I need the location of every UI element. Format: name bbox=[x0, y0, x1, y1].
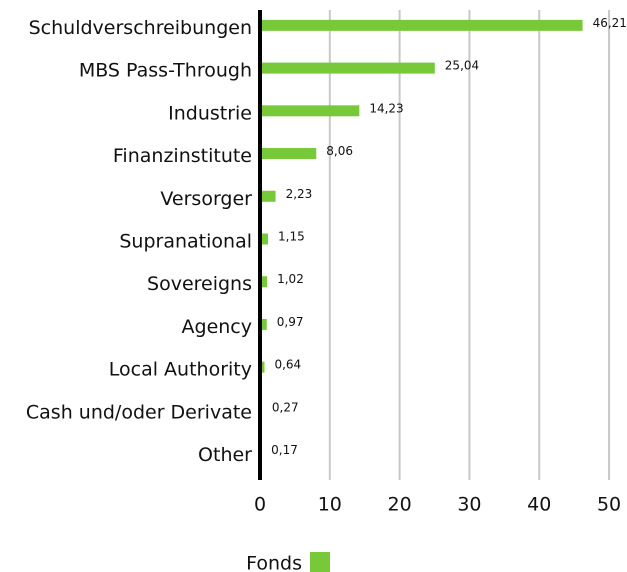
legend-label: Fonds bbox=[246, 553, 302, 572]
y-tick-label: Industrie bbox=[168, 102, 252, 124]
bar bbox=[260, 62, 435, 74]
value-label: 0,64 bbox=[274, 358, 301, 372]
value-label: 0,97 bbox=[277, 315, 304, 329]
bar bbox=[260, 276, 268, 288]
bar bbox=[260, 148, 317, 160]
value-label: 25,04 bbox=[445, 59, 479, 73]
y-tick-label: Versorger bbox=[160, 188, 252, 210]
y-tick-label: Sovereigns bbox=[147, 273, 252, 295]
value-label: 2,23 bbox=[286, 187, 313, 201]
bar bbox=[260, 361, 265, 373]
bar bbox=[260, 105, 360, 117]
bar bbox=[260, 19, 583, 31]
value-label: 0,17 bbox=[271, 443, 298, 457]
value-label: 14,23 bbox=[369, 101, 403, 115]
y-tick-label: Other bbox=[198, 444, 252, 466]
legend-swatch bbox=[310, 552, 330, 572]
bar bbox=[260, 318, 267, 330]
value-label: 46,21 bbox=[593, 16, 627, 30]
x-tick-label: 0 bbox=[254, 494, 266, 516]
value-label: 0,27 bbox=[272, 400, 299, 414]
value-label: 8,06 bbox=[326, 144, 353, 158]
value-label: 1,15 bbox=[278, 230, 305, 244]
x-tick-label: 10 bbox=[318, 494, 342, 516]
x-tick-label: 30 bbox=[457, 494, 481, 516]
y-tick-label: Supranational bbox=[119, 231, 252, 253]
y-tick-label: Agency bbox=[182, 316, 252, 338]
x-tick-label: 50 bbox=[597, 494, 621, 516]
y-tick-label: Schuldverschreibungen bbox=[29, 17, 252, 39]
bar bbox=[260, 233, 269, 245]
y-tick-label: Cash und/oder Derivate bbox=[26, 401, 252, 423]
y-tick-label: MBS Pass-Through bbox=[79, 60, 252, 82]
x-tick-label: 20 bbox=[388, 494, 412, 516]
y-tick-label: Local Authority bbox=[109, 359, 252, 381]
x-tick-label: 40 bbox=[527, 494, 551, 516]
value-label: 1,02 bbox=[277, 272, 304, 286]
bar bbox=[260, 190, 276, 202]
y-tick-label: Finanzinstitute bbox=[113, 145, 252, 167]
